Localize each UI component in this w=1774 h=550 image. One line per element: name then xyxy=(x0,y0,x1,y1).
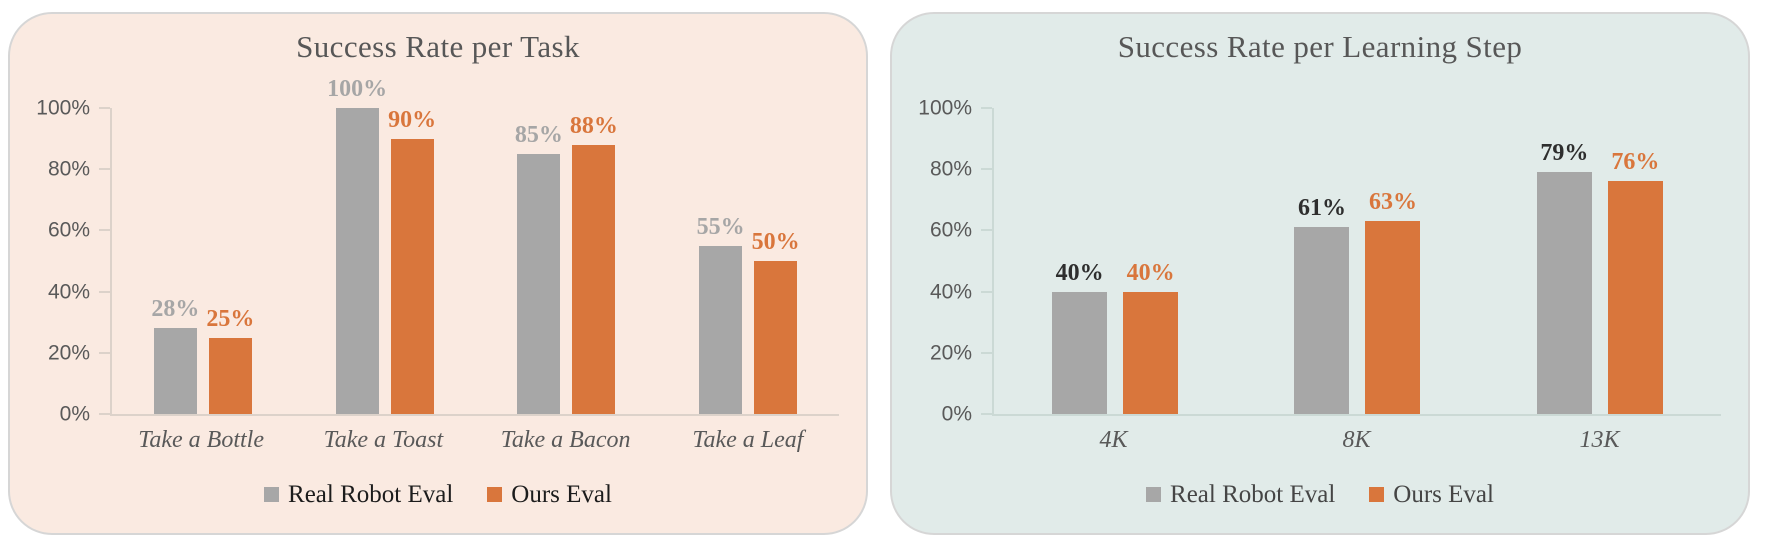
legend-label: Real Robot Eval xyxy=(1170,481,1336,508)
bar-real-robot-eval-take-a-bacon: 85% xyxy=(515,123,563,414)
plot-area: 40% 40% 61% 63% 79% 76% xyxy=(981,107,1721,416)
value-label: 79% xyxy=(1540,140,1589,167)
y-tick-label: 80% xyxy=(929,157,972,181)
legend-swatch xyxy=(487,487,503,502)
x-axis-labels: 4K 8K 13K xyxy=(992,414,1721,454)
category-label-take-a-bacon: Take a Bacon xyxy=(500,427,631,453)
value-label: 90% xyxy=(388,106,437,133)
category-label-4k: 4K xyxy=(1099,427,1128,453)
legend-item-real-robot-eval: Real Robot Eval xyxy=(1146,482,1335,507)
category-label-take-a-bottle: Take a Bottle xyxy=(138,427,264,453)
bar-ours-eval-take-a-bacon: 88% xyxy=(570,114,618,414)
y-tick-mark xyxy=(99,351,110,354)
y-tick-mark xyxy=(981,351,992,354)
x-axis-labels: Take a Bottle Take a Toast Take a Bacon Tak… xyxy=(110,414,839,454)
value-label: 28% xyxy=(151,296,200,323)
bar-real-robot-eval-4k: 40% xyxy=(1052,261,1108,414)
bar-group-4k: 40% 40% xyxy=(994,108,1236,414)
card-success-rate-per-learning-step: Success Rate per Learning Step 100% 80% 60… xyxy=(890,12,1750,535)
y-tick-label: 100% xyxy=(918,96,972,120)
category-label-13k: 13K xyxy=(1579,427,1620,453)
y-tick-label: 60% xyxy=(929,218,972,242)
value-label: 85% xyxy=(514,121,563,148)
y-tick-label: 20% xyxy=(929,341,972,365)
legend-label: Real Robot Eval xyxy=(288,481,454,508)
legend-label: Ours Eval xyxy=(511,481,612,508)
plot-area: 28% 25% 100% 90% 85% 88% 55% 50% xyxy=(99,77,839,416)
bar-real-robot-eval-take-a-toast: 100% xyxy=(327,77,387,414)
bar-group-13k: 79% 76% xyxy=(1479,108,1721,414)
category-label-8k: 8K xyxy=(1342,427,1371,453)
bar-group-take-a-bacon: 85% 88% xyxy=(476,108,658,414)
bar-ours-eval-8k: 63% xyxy=(1365,190,1421,414)
bar-real-robot-eval-13k: 79% xyxy=(1536,141,1592,414)
y-tick-mark xyxy=(99,168,110,171)
y-tick-mark xyxy=(981,168,992,171)
bar-real-robot-eval-take-a-leaf: 55% xyxy=(697,215,745,414)
y-tick-label: 0% xyxy=(59,402,90,426)
legend-swatch xyxy=(264,487,280,502)
bar-group-take-a-toast: 100% 90% xyxy=(294,77,476,414)
legend: Real Robot Eval Ours Eval xyxy=(10,482,866,507)
value-label: 40% xyxy=(1126,259,1175,286)
value-label: 76% xyxy=(1611,149,1660,176)
bar-groups: 40% 40% 61% 63% 79% 76% xyxy=(994,108,1721,414)
legend-item-real-robot-eval: Real Robot Eval xyxy=(264,482,453,507)
category-label-take-a-leaf: Take a Leaf xyxy=(692,427,804,453)
bar-real-robot-eval-8k: 61% xyxy=(1294,196,1350,414)
y-tick-label: 100% xyxy=(36,96,90,120)
y-tick-mark xyxy=(981,107,992,109)
y-tick-label: 40% xyxy=(47,280,90,304)
y-tick-label: 0% xyxy=(941,402,972,426)
value-label: 100% xyxy=(327,76,388,102)
y-tick-label: 60% xyxy=(47,218,90,242)
y-axis-labels: 100% 80% 60% 40% 20% 0% xyxy=(10,98,96,425)
bar-ours-eval-take-a-bottle: 25% xyxy=(206,307,254,414)
legend: Real Robot Eval Ours Eval xyxy=(892,482,1748,507)
value-label: 63% xyxy=(1368,189,1417,216)
y-tick-mark xyxy=(99,229,110,232)
y-tick-mark xyxy=(99,413,110,415)
y-tick-mark xyxy=(99,107,110,109)
value-label: 25% xyxy=(206,305,255,332)
legend-label: Ours Eval xyxy=(1393,481,1494,508)
y-tick-label: 40% xyxy=(929,280,972,304)
value-label: 50% xyxy=(751,229,800,255)
bar-group-take-a-bottle: 28% 25% xyxy=(112,108,294,414)
y-tick-mark xyxy=(981,229,992,232)
legend-item-ours-eval: Ours Eval xyxy=(487,482,612,507)
legend-item-ours-eval: Ours Eval xyxy=(1369,482,1494,507)
y-tick-mark xyxy=(981,290,992,293)
value-label: 88% xyxy=(569,112,618,139)
value-label: 40% xyxy=(1055,259,1104,286)
value-label: 55% xyxy=(696,213,745,240)
y-axis-labels: 100% 80% 60% 40% 20% 0% xyxy=(892,98,978,425)
y-tick-label: 20% xyxy=(47,341,90,365)
chart-title: Success Rate per Learning Step xyxy=(1117,29,1523,64)
bar-ours-eval-take-a-leaf: 50% xyxy=(752,230,800,414)
bar-real-robot-eval-take-a-bottle: 28% xyxy=(151,297,199,414)
legend-swatch xyxy=(1369,487,1385,502)
value-label: 61% xyxy=(1297,195,1346,222)
bar-group-take-a-leaf: 55% 50% xyxy=(657,108,839,414)
bar-group-8k: 61% 63% xyxy=(1236,108,1478,414)
bar-groups: 28% 25% 100% 90% 85% 88% 55% 50% xyxy=(112,77,839,414)
card-success-rate-per-task: Success Rate per Task 100% 80% 60% 40% 20% 0%… xyxy=(8,12,868,535)
legend-swatch xyxy=(1146,487,1162,502)
bar-ours-eval-take-a-toast: 90% xyxy=(388,108,436,414)
chart-title: Success Rate per Task xyxy=(296,29,580,64)
y-tick-mark xyxy=(99,290,110,293)
category-label-take-a-toast: Take a Toast xyxy=(323,427,444,453)
y-tick-label: 80% xyxy=(47,157,90,181)
bar-ours-eval-4k: 40% xyxy=(1123,261,1179,414)
y-tick-mark xyxy=(981,413,992,415)
bar-ours-eval-13k: 76% xyxy=(1607,150,1663,414)
